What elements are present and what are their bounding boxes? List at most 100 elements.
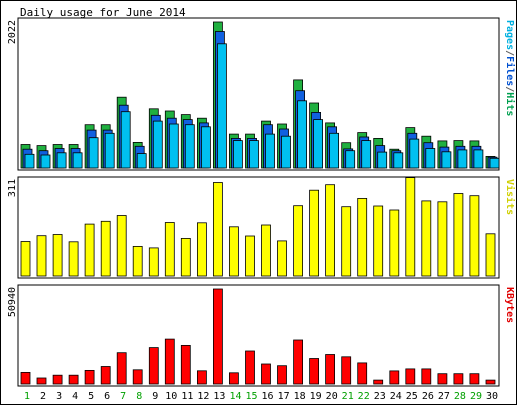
day-label-17: 17 bbox=[278, 391, 290, 402]
kbytes-bar-day-5 bbox=[84, 369, 95, 385]
kbytes-bar-day-25 bbox=[405, 368, 416, 385]
pages-bar-day-21 bbox=[345, 150, 356, 169]
pages-bar-day-15 bbox=[249, 140, 259, 169]
pages-bar-day-25 bbox=[409, 138, 420, 169]
pages-bar-day-27 bbox=[441, 151, 452, 169]
pages-bar-day-23 bbox=[377, 151, 388, 169]
pages-bar-day-4 bbox=[72, 152, 83, 169]
visits-bar-day-4 bbox=[68, 241, 79, 277]
panel-1-ymax-label: 2022 bbox=[7, 20, 18, 44]
visits-bar-day-5 bbox=[84, 223, 95, 277]
kbytes-bar-day-10 bbox=[164, 338, 175, 385]
legend-entry: Files bbox=[504, 56, 516, 86]
visits-bar-day-21 bbox=[341, 206, 352, 277]
day-label-18: 18 bbox=[294, 391, 306, 402]
day-label-12: 12 bbox=[197, 391, 209, 402]
pages-bar-day-10 bbox=[168, 123, 179, 169]
legend-entry: / bbox=[504, 50, 515, 56]
visits-bar-day-23 bbox=[373, 205, 384, 277]
pages-bar-day-18 bbox=[297, 100, 308, 169]
kbytes-bar-day-12 bbox=[196, 370, 207, 385]
kbytes-bar-day-9 bbox=[148, 347, 159, 385]
visits-bar-day-11 bbox=[180, 237, 191, 277]
day-label-30: 30 bbox=[486, 391, 498, 402]
visits-bar-day-9 bbox=[148, 247, 159, 277]
pages-bar-day-28 bbox=[457, 149, 468, 169]
pages-bar-day-1 bbox=[24, 153, 35, 169]
pages-bar-day-24 bbox=[393, 152, 404, 169]
pages-bar-day-3 bbox=[56, 152, 67, 169]
visits-bar-day-2 bbox=[36, 235, 47, 277]
visits-bar-day-3 bbox=[52, 234, 63, 277]
kbytes-bar-day-6 bbox=[100, 366, 111, 385]
visits-bar-day-22 bbox=[357, 197, 368, 277]
pages-bar-day-8 bbox=[136, 153, 147, 169]
day-label-16: 16 bbox=[261, 391, 273, 402]
day-label-9: 9 bbox=[152, 391, 158, 402]
panel-2-legend: Visits bbox=[504, 179, 516, 215]
visits-bar-day-13 bbox=[212, 182, 223, 277]
day-label-11: 11 bbox=[181, 391, 193, 402]
day-label-27: 27 bbox=[438, 391, 450, 402]
visits-bar-day-1 bbox=[20, 241, 31, 277]
day-label-24: 24 bbox=[390, 391, 402, 402]
day-label-28: 28 bbox=[454, 391, 466, 402]
visits-bar-day-15 bbox=[245, 235, 255, 277]
kbytes-bar-day-30 bbox=[485, 379, 496, 385]
day-label-2: 2 bbox=[40, 391, 46, 402]
visits-bar-day-7 bbox=[116, 215, 127, 277]
visits-bar-day-6 bbox=[100, 220, 111, 277]
kbytes-bar-day-23 bbox=[373, 379, 384, 385]
visits-bar-day-28 bbox=[453, 193, 464, 277]
kbytes-bar-day-7 bbox=[116, 352, 127, 385]
visits-bar-day-17 bbox=[277, 240, 287, 277]
pages-bar-day-26 bbox=[425, 148, 436, 169]
day-label-20: 20 bbox=[326, 391, 338, 402]
pages-bar-day-9 bbox=[152, 120, 163, 169]
visits-bar-day-29 bbox=[469, 195, 480, 277]
pages-bar-day-22 bbox=[361, 140, 372, 169]
pages-bar-day-5 bbox=[88, 137, 99, 169]
pages-bar-day-16 bbox=[265, 133, 275, 169]
pages-bar-day-29 bbox=[473, 149, 484, 169]
kbytes-bar-day-8 bbox=[132, 369, 143, 385]
visits-bar-day-30 bbox=[485, 233, 496, 277]
kbytes-bar-day-1 bbox=[20, 371, 31, 385]
kbytes-bar-day-19 bbox=[309, 358, 320, 385]
day-label-7: 7 bbox=[120, 391, 126, 402]
visits-bar-day-8 bbox=[132, 245, 143, 277]
legend-entry: / bbox=[504, 86, 515, 92]
panel-2-frame bbox=[17, 176, 500, 279]
day-label-22: 22 bbox=[358, 391, 370, 402]
kbytes-bar-day-27 bbox=[437, 373, 448, 385]
legend-entry: Hits bbox=[504, 92, 516, 116]
pages-bar-day-30 bbox=[489, 157, 500, 169]
kbytes-bar-day-15 bbox=[245, 350, 255, 385]
panel-3-ymax-label: 50940 bbox=[7, 287, 18, 317]
day-label-6: 6 bbox=[104, 391, 110, 402]
chart-title: Daily usage for June 2014 bbox=[20, 6, 186, 19]
visits-bar-day-27 bbox=[437, 201, 448, 277]
kbytes-bar-day-13 bbox=[212, 288, 223, 385]
legend-entry: Visits bbox=[504, 179, 516, 215]
day-label-19: 19 bbox=[310, 391, 322, 402]
kbytes-bar-day-18 bbox=[293, 339, 304, 385]
pages-bar-day-7 bbox=[120, 111, 131, 169]
kbytes-bar-day-20 bbox=[325, 354, 336, 385]
visits-bar-day-18 bbox=[293, 205, 304, 277]
legend-entry: Pages bbox=[504, 20, 515, 50]
visits-bar-day-10 bbox=[164, 222, 175, 277]
visits-bar-day-19 bbox=[309, 189, 320, 277]
kbytes-bar-day-24 bbox=[389, 370, 400, 385]
kbytes-bar-day-29 bbox=[469, 373, 480, 385]
pages-bar-day-19 bbox=[313, 119, 324, 169]
pages-bar-day-14 bbox=[232, 140, 243, 169]
pages-bar-day-13 bbox=[216, 43, 227, 169]
kbytes-bar-day-16 bbox=[261, 363, 271, 385]
pages-bar-day-2 bbox=[40, 154, 51, 169]
panel-2-ymax-label: 311 bbox=[7, 179, 18, 197]
visits-bar-day-16 bbox=[261, 224, 271, 277]
day-label-10: 10 bbox=[165, 391, 177, 402]
